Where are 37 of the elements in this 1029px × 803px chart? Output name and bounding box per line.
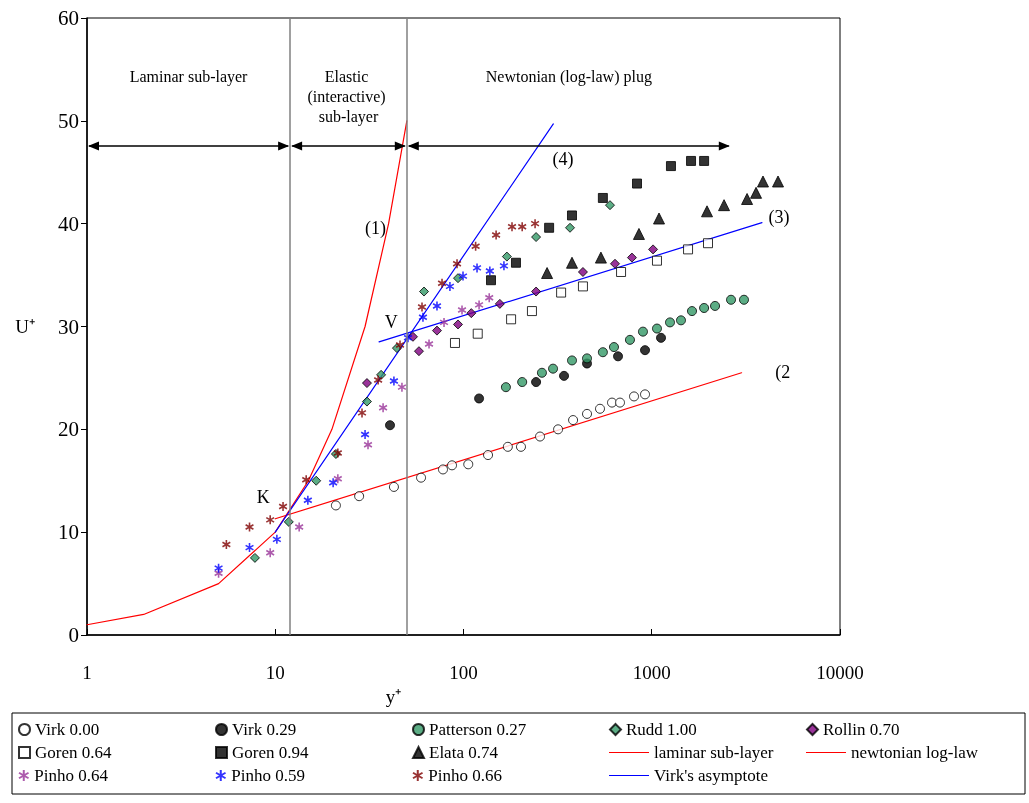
legend-label: newtonian log-law	[851, 743, 979, 762]
legend-label: Goren 0.64	[35, 743, 112, 762]
legend-label: Rollin 0.70	[823, 720, 900, 739]
legend-label: Pinho 0.64	[34, 766, 109, 785]
legend-label: laminar sub-layer	[654, 743, 774, 762]
x-tick-label: 1000	[632, 662, 671, 683]
annotation: (2	[775, 362, 791, 384]
annotation: Newtonian (log-law) plug	[485, 67, 652, 86]
legend-label: Virk 0.29	[232, 720, 297, 739]
x-tick-label: 1	[82, 662, 92, 683]
y-tick-label: 60	[58, 6, 79, 30]
y-axis-title: U⁺	[15, 316, 35, 337]
annotation: (3)	[768, 206, 790, 228]
annotation: (1)	[364, 218, 386, 240]
y-tick-label: 0	[68, 623, 79, 647]
legend-label: Pinho 0.66	[428, 766, 502, 785]
legend-label: Goren 0.94	[232, 743, 309, 762]
annotation: Elastic (interactive) sub-layer	[307, 67, 390, 126]
x-tick-label: 10000	[816, 662, 864, 683]
y-tick-label: 50	[58, 108, 79, 133]
annotation: K	[256, 486, 270, 507]
y-tick-label: 30	[58, 314, 79, 339]
annotation: (4)	[552, 148, 574, 170]
x-axis-title: y⁺	[385, 685, 402, 707]
x-tick-label: 10	[265, 662, 285, 683]
legend-label: Pinho 0.59	[231, 766, 305, 785]
y-tick-label: 20	[58, 417, 79, 442]
y-tick-label: 10	[58, 520, 79, 545]
annotation: Laminar sub-layer	[129, 67, 249, 86]
y-tick-label: 40	[58, 211, 79, 236]
x-tick-label: 100	[449, 662, 478, 683]
legend-label: Elata 0.74	[429, 743, 499, 762]
legend-label: Rudd 1.00	[626, 720, 697, 739]
annotation: V	[384, 312, 398, 333]
legend-label: Virk's asymptote	[654, 766, 768, 785]
legend-label: Patterson 0.27	[429, 720, 527, 739]
legend-label: Virk 0.00	[35, 720, 100, 739]
